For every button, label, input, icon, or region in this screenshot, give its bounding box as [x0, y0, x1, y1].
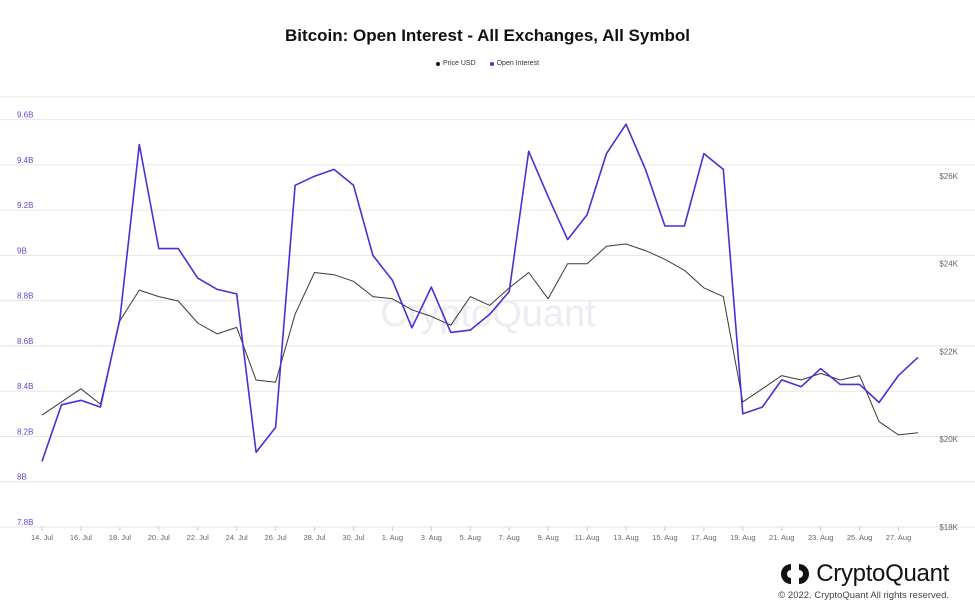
legend-open-interest-label: Open Interest [496, 60, 540, 67]
x-tick-label: 5. Aug [460, 533, 481, 542]
y-right-tick-label: $20K [939, 435, 958, 444]
x-tick-label: 3. Aug [421, 533, 442, 542]
brand-name: CryptoQuant [816, 560, 949, 587]
series-line-open-interest [41, 123, 919, 462]
x-tick-label: 28. Jul [303, 533, 325, 542]
series-line-price [41, 243, 919, 436]
chart-title: Bitcoin: Open Interest - All Exchanges, … [285, 26, 690, 45]
x-tick-label: 1. Aug [382, 533, 403, 542]
x-tick-label: 16. Jul [70, 533, 92, 542]
x-tick-label: 19. Aug [730, 533, 755, 542]
x-tick-label: 17. Aug [691, 533, 716, 542]
grid-lines [0, 96, 975, 528]
x-tick-label: 11. Aug [575, 533, 600, 542]
y-left-tick-label: 8.4B [17, 382, 33, 391]
cryptoquant-logo-icon [781, 564, 810, 584]
x-axis: 14. Jul 16. Jul 18. Jul 20. Jul 22. Jul 24. J… [31, 527, 911, 542]
x-tick-label: 25. Aug [847, 533, 872, 542]
y-left-tick-label: 9.6B [17, 111, 33, 120]
x-tick-label: 27. Aug [886, 533, 911, 542]
legend-item-price[interactable]: Price USD [435, 60, 476, 67]
y-right-tick-label: $26K [939, 172, 958, 181]
y-left-tick-label: 8B [17, 473, 27, 482]
x-tick-label: 15. Aug [652, 533, 677, 542]
x-tick-label: 23. Aug [808, 533, 833, 542]
x-tick-label: 13. Aug [613, 533, 638, 542]
y-right-tick-label: $22K [939, 347, 958, 356]
legend-item-open-interest[interactable]: Open Interest [489, 60, 540, 67]
y-left-tick-label: 9.4B [17, 156, 33, 165]
x-tick-label: 21. Aug [769, 533, 794, 542]
series-lines [41, 123, 919, 462]
y-left-tick-label: 7.8B [17, 518, 33, 527]
y-left-tick-label: 9.2B [17, 201, 33, 210]
y-left-tick-label: 8.8B [17, 292, 33, 301]
x-tick-label: 9. Aug [537, 533, 558, 542]
x-tick-label: 20. Jul [148, 533, 170, 542]
y-axis-left: 7.8B 8B 8.2B 8.4B 8.6B 8.8B 9B 9.2B 9.4B 9.6B [17, 111, 33, 527]
watermark: CryptoQuant [380, 293, 596, 335]
y-left-tick-label: 9B [17, 246, 27, 255]
copyright-text: © 2022. CryptoQuant All rights reserved. [778, 590, 949, 601]
x-tick-label: 30. Jul [342, 533, 364, 542]
x-tick-label: 24. Jul [226, 533, 248, 542]
y-right-tick-label: $24K [939, 260, 958, 269]
y-right-tick-label: $18K [939, 523, 958, 532]
y-axis-right: $18K $20K $22K $24K $26K [939, 172, 958, 532]
x-tick-label: 18. Jul [109, 533, 131, 542]
x-tick-label: 26. Jul [265, 533, 287, 542]
legend-open-interest-dot-icon [489, 61, 494, 66]
chart-legend: Price USD Open Interest [0, 60, 975, 68]
y-left-tick-label: 8.6B [17, 337, 33, 346]
x-tick-label: 22. Jul [187, 533, 209, 542]
legend-price-label: Price USD [442, 60, 476, 67]
x-tick-label: 14. Jul [31, 533, 53, 542]
brand-logo: CryptoQuant [780, 560, 949, 588]
legend-price-dot-icon [435, 61, 440, 66]
y-left-tick-label: 8.2B [17, 427, 33, 436]
x-tick-label: 7. Aug [499, 533, 520, 542]
